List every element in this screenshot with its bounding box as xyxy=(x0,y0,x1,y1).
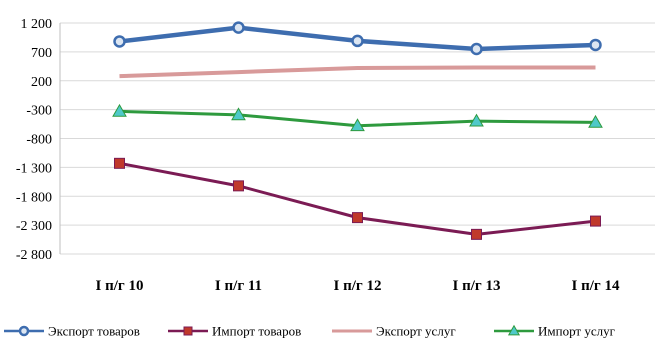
x-tick-labels: I п/г 10 I п/г 11 I п/г 12 I п/г 13 I п/г 14 xyxy=(96,278,620,294)
legend-label: Импорт услуг xyxy=(538,324,615,339)
legend-item: Импорт товаров xyxy=(168,324,301,339)
y-tick-label: -1 300 xyxy=(16,161,52,176)
series-4 xyxy=(112,103,603,132)
data-point xyxy=(18,325,30,337)
data-point xyxy=(588,114,603,128)
data-point xyxy=(352,212,363,224)
legend-item: Импорт услуг xyxy=(494,324,615,339)
data-point xyxy=(350,118,365,132)
data-point xyxy=(507,324,521,336)
x-tick-label: I п/г 12 xyxy=(334,278,382,294)
x-tick-label: I п/г 14 xyxy=(572,278,620,294)
x-tick-label: I п/г 10 xyxy=(96,278,144,294)
y-tick-label: -300 xyxy=(26,104,52,119)
y-tick-label: -2 300 xyxy=(16,219,52,234)
x-tick-label: I п/г 11 xyxy=(215,278,262,294)
legend-label: Экспорт услуг xyxy=(376,324,456,339)
legend: Экспорт товаров Импорт товаров Экспорт усл… xyxy=(4,324,615,339)
data-point xyxy=(470,42,483,56)
x-tick-label: I п/г 13 xyxy=(453,278,501,294)
series-line xyxy=(119,65,596,79)
data-point xyxy=(351,34,364,48)
data-point xyxy=(113,35,126,48)
y-tick-label: -800 xyxy=(26,133,52,148)
legend-label: Экспорт товаров xyxy=(48,324,140,339)
data-point xyxy=(112,103,127,117)
y-tick-label: 700 xyxy=(31,46,52,61)
data-point xyxy=(233,180,244,192)
data-point xyxy=(231,107,246,121)
series-3 xyxy=(119,65,596,79)
y-tick-label: 200 xyxy=(31,75,52,90)
data-point xyxy=(471,228,482,240)
legend-label: Импорт товаров xyxy=(212,324,301,339)
y-tick-label: 1 200 xyxy=(21,17,53,32)
series-group xyxy=(112,21,603,240)
legend-item: Экспорт товаров xyxy=(4,324,140,339)
data-point xyxy=(590,215,601,227)
data-point xyxy=(183,326,193,336)
data-point xyxy=(469,113,484,127)
series-2 xyxy=(114,157,601,240)
y-tick-label: -2 800 xyxy=(16,248,52,263)
grid-lines xyxy=(60,22,655,255)
series-1 xyxy=(113,21,602,56)
y-tick-label: -1 800 xyxy=(16,190,52,205)
series-line xyxy=(119,161,596,236)
data-point xyxy=(114,157,125,169)
data-point xyxy=(589,38,602,52)
y-tick-labels: 1 200 700 200 -300 -800 -1 300 -1 800 -2 300 -2 … xyxy=(16,17,52,263)
legend-item: Экспорт услуг xyxy=(332,324,456,339)
data-point xyxy=(232,21,245,34)
